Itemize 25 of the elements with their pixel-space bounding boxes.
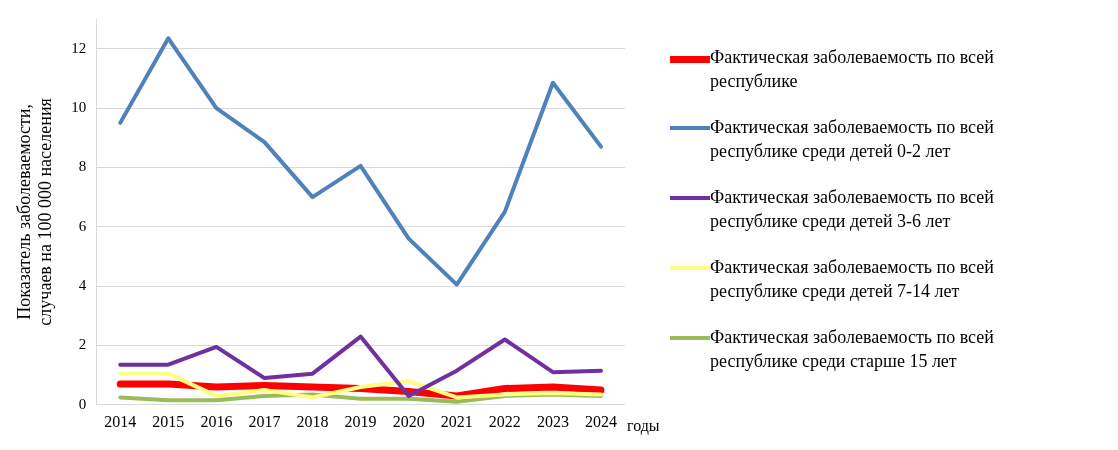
- x-tick-label: 2018: [296, 412, 329, 430]
- y-tick-label: 10: [71, 98, 87, 115]
- x-tick-label: 2024: [584, 412, 617, 430]
- legend-label: Фактическая заболеваемость по всей республике среди детей 7-14 лет: [710, 256, 995, 303]
- legend-label: Фактическая заболеваемость по всей республике среди детей 0-2 лет: [710, 116, 995, 163]
- y-tick-label: 2: [78, 336, 87, 353]
- legend-label: Фактическая заболеваемость по всей республике: [710, 46, 995, 93]
- x-tick-label: 2017: [248, 412, 281, 430]
- y-tick-label: 0: [78, 395, 87, 412]
- x-tick-label: 2021: [440, 412, 473, 430]
- x-tick-label: 2014: [104, 412, 137, 430]
- y-tick-label: 6: [78, 217, 87, 234]
- legend-label: Фактическая заболеваемость по всей республике среди детей 3-6 лет: [710, 186, 995, 233]
- x-tick-label: 2016: [200, 412, 233, 430]
- x-tick-label: 2022: [488, 412, 521, 430]
- y-tick-label: 12: [71, 39, 87, 56]
- x-tick-label: 2020: [392, 412, 425, 430]
- x-tick-label: 2019: [344, 412, 377, 430]
- legend-label: Фактическая заболеваемость по всей республике среди старше 15 лет: [710, 326, 995, 373]
- x-axis-title: годы: [627, 417, 660, 435]
- y-tick-label: 4: [78, 277, 87, 294]
- x-tick-label: 2023: [536, 412, 569, 430]
- x-tick-label: 2015: [152, 412, 185, 430]
- y-tick-label: 8: [78, 158, 87, 175]
- y-axis-title: Показатель заболеваемости, случаев на 100 000 населения: [13, 98, 56, 326]
